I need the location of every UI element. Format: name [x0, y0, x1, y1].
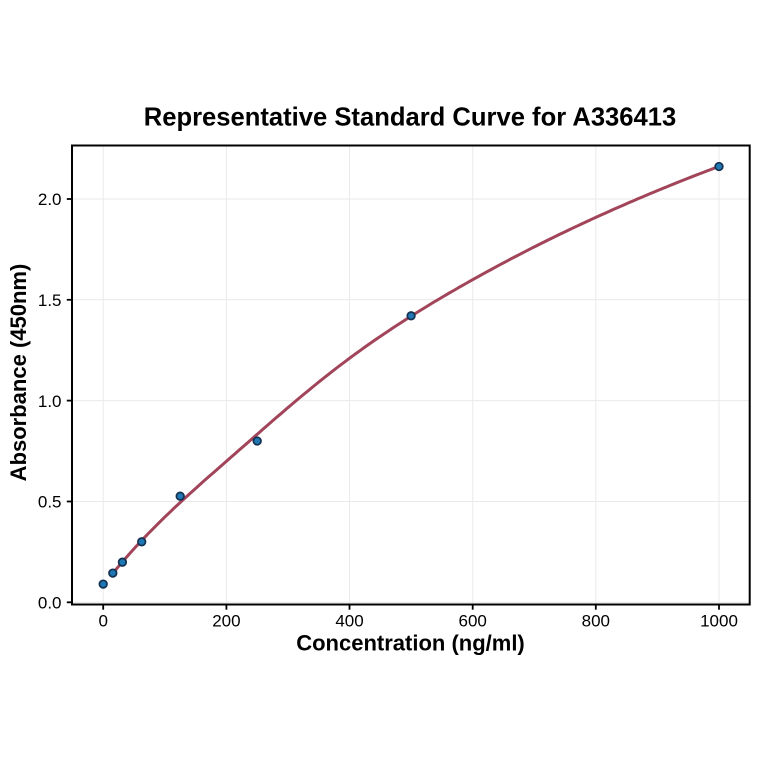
svg-text:1.0: 1.0 — [38, 392, 62, 411]
svg-text:0.5: 0.5 — [38, 493, 62, 512]
svg-text:2.0: 2.0 — [38, 190, 62, 209]
svg-text:Concentration (ng/ml): Concentration (ng/ml) — [296, 631, 525, 656]
svg-text:Absorbance (450nm): Absorbance (450nm) — [6, 264, 31, 482]
svg-text:0.0: 0.0 — [38, 593, 62, 612]
svg-text:1000: 1000 — [700, 612, 738, 631]
svg-text:200: 200 — [212, 612, 240, 631]
svg-text:800: 800 — [582, 612, 610, 631]
svg-text:400: 400 — [335, 612, 363, 631]
svg-text:1.5: 1.5 — [38, 291, 62, 310]
svg-text:600: 600 — [459, 612, 487, 631]
svg-text:Representative Standard Curve: Representative Standard Curve for A33641… — [144, 103, 676, 131]
svg-text:0: 0 — [98, 612, 107, 631]
